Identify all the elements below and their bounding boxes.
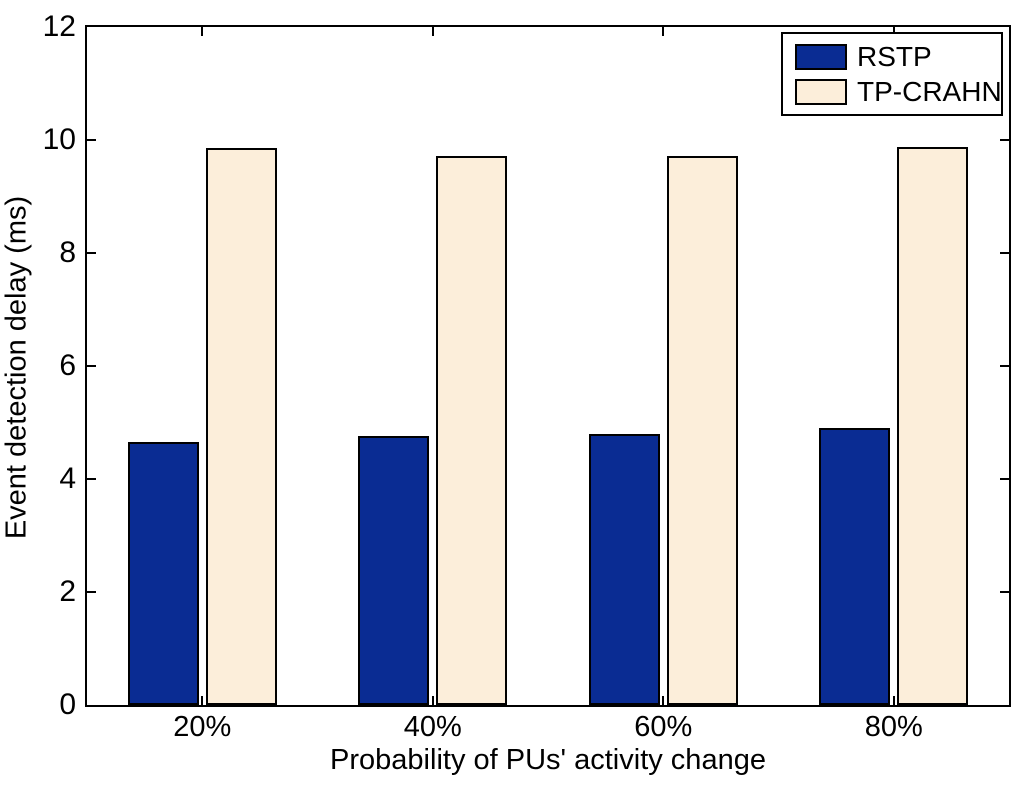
bar-rstp-20% xyxy=(127,441,199,705)
bar-rstp-40% xyxy=(358,435,430,705)
y-tick-label: 10 xyxy=(42,123,76,156)
y-tick-left xyxy=(87,591,96,593)
y-tick-left xyxy=(87,139,96,141)
y-tick-left xyxy=(87,252,96,254)
bar-tp-crahn-60% xyxy=(666,155,738,705)
bar-rstp-60% xyxy=(588,433,660,705)
legend-item: RSTP xyxy=(795,39,1001,74)
bar-tp-crahn-40% xyxy=(436,155,508,705)
x-tick-bottom xyxy=(201,696,204,705)
legend-item: TP-CRAHN xyxy=(795,74,1002,109)
x-tick-top xyxy=(201,27,204,36)
y-tick-label: 8 xyxy=(59,236,76,269)
y-tick-right xyxy=(1000,139,1009,141)
x-tick-bottom xyxy=(662,696,665,705)
bar-tp-crahn-20% xyxy=(205,148,277,705)
y-tick-right xyxy=(1000,252,1009,254)
x-tick-top xyxy=(662,27,665,36)
bar-tp-crahn-80% xyxy=(897,147,969,705)
legend-label: RSTP xyxy=(857,40,932,72)
legend: RSTP TP-CRAHN xyxy=(781,32,1003,116)
x-tick-label: 80% xyxy=(864,711,923,743)
y-tick-label: 2 xyxy=(59,575,76,608)
y-tick-right xyxy=(1000,591,1009,593)
bar-rstp-80% xyxy=(819,427,891,705)
x-tick-top xyxy=(431,27,434,36)
x-tick-top xyxy=(892,27,895,36)
legend-swatch xyxy=(795,78,847,105)
y-tick-left xyxy=(87,478,96,480)
x-tick-bottom xyxy=(431,696,434,705)
x-tick-label: 40% xyxy=(403,711,462,743)
x-tick-bottom xyxy=(892,696,895,705)
y-tick-label: 6 xyxy=(59,349,76,382)
plot-area xyxy=(85,25,1011,707)
y-tick-label: 0 xyxy=(59,688,76,721)
legend-swatch xyxy=(795,43,847,70)
x-tick-label: 20% xyxy=(173,711,232,743)
legend-rows: RSTP TP-CRAHN xyxy=(795,39,1002,109)
y-tick-right xyxy=(1000,478,1009,480)
y-tick-left xyxy=(87,365,96,367)
plot-inner xyxy=(87,27,1009,705)
y-tick-label: 12 xyxy=(42,10,76,43)
x-tick-label: 60% xyxy=(634,711,693,743)
y-tick-label: 4 xyxy=(59,462,76,495)
y-tick-right xyxy=(1000,365,1009,367)
x-axis-label: Probability of PUs' activity change xyxy=(330,744,766,776)
legend-label: TP-CRAHN xyxy=(857,75,1002,107)
